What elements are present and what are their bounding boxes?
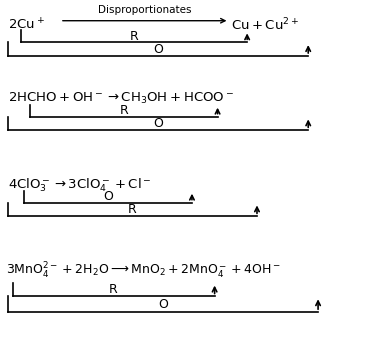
Text: O: O	[103, 190, 113, 203]
Text: O: O	[153, 42, 163, 55]
Text: R: R	[119, 104, 129, 117]
Text: O: O	[153, 117, 163, 130]
Text: R: R	[128, 203, 137, 216]
Text: R: R	[129, 30, 138, 43]
Text: $4\mathrm{ClO}_3^- \rightarrow 3\mathrm{ClO}_4^- + \mathrm{Cl}^-$: $4\mathrm{ClO}_3^- \rightarrow 3\mathrm{…	[8, 176, 151, 194]
Text: $2\mathrm{HCHO} + \mathrm{OH}^- \rightarrow \mathrm{CH_3OH} + \mathrm{HCOO}^-$: $2\mathrm{HCHO} + \mathrm{OH}^- \rightar…	[8, 91, 234, 106]
Text: Disproportionates: Disproportionates	[98, 5, 191, 15]
Text: O: O	[158, 298, 168, 311]
Text: R: R	[109, 283, 118, 296]
Text: $\mathrm{Cu} + \mathrm{Cu}^{2+}$: $\mathrm{Cu} + \mathrm{Cu}^{2+}$	[231, 17, 299, 33]
Text: $3\mathrm{MnO}_4^{2-} + 2\mathrm{H_2O} \longrightarrow \mathrm{MnO_2} + 2\mathrm: $3\mathrm{MnO}_4^{2-} + 2\mathrm{H_2O} \…	[6, 261, 281, 281]
Text: $2\mathrm{Cu}^+$: $2\mathrm{Cu}^+$	[8, 17, 45, 32]
